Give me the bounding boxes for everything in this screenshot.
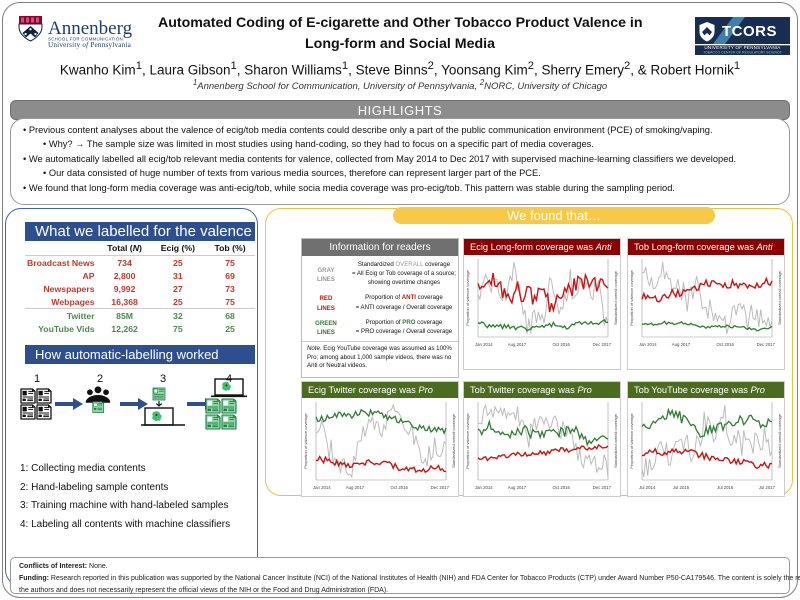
svg-text:TCORS: TCORS xyxy=(722,23,777,40)
svg-text:Jul 2016: Jul 2016 xyxy=(717,485,734,490)
svg-text:Oct 2016: Oct 2016 xyxy=(390,485,408,490)
svg-text:Dec 2017: Dec 2017 xyxy=(431,485,450,490)
svg-text:Proportion of valence coverage: Proportion of valence coverage xyxy=(465,413,470,469)
svg-text:Aug 2017: Aug 2017 xyxy=(346,485,365,490)
svg-text:2: 2 xyxy=(97,373,103,385)
svg-text:Standardized overall coverage: Standardized overall coverage xyxy=(777,413,782,468)
svg-text:Proportion of valence coverage: Proportion of valence coverage xyxy=(629,270,634,326)
svg-text:Standardized overall coverage: Standardized overall coverage xyxy=(613,270,618,325)
svg-text:Jan 2014: Jan 2014 xyxy=(475,342,493,347)
svg-text:Jan 2014: Jan 2014 xyxy=(639,342,657,347)
svg-text:Proportion of valence coverage: Proportion of valence coverage xyxy=(629,413,634,469)
svg-text:Jan 2014: Jan 2014 xyxy=(475,485,493,490)
svg-text:Dec 2017: Dec 2017 xyxy=(757,342,776,347)
svg-text:Proportion of valence coverage: Proportion of valence coverage xyxy=(303,413,308,469)
svg-text:Proportion of valence coverage: Proportion of valence coverage xyxy=(465,270,470,326)
svg-text:Standardized overall coverage: Standardized overall coverage xyxy=(451,413,456,468)
svg-text:Jul 2015: Jul 2015 xyxy=(673,485,690,490)
svg-text:Dec 2017: Dec 2017 xyxy=(593,485,612,490)
svg-text:Aug 2017: Aug 2017 xyxy=(508,342,527,347)
svg-text:Dec 2017: Dec 2017 xyxy=(593,342,612,347)
svg-text:Oct 2016: Oct 2016 xyxy=(716,342,734,347)
svg-text:Standardized overall coverage: Standardized overall coverage xyxy=(777,270,782,325)
svg-text:TOBACCO CENTER OF REGULATORY S: TOBACCO CENTER OF REGULATORY SCIENCE xyxy=(703,50,782,54)
svg-text:UNIVERSITY OF PENNSYLVANIA: UNIVERSITY OF PENNSYLVANIA xyxy=(704,45,781,50)
svg-text:University of Pennsylvania: University of Pennsylvania xyxy=(48,41,132,49)
svg-text:Aug 2017: Aug 2017 xyxy=(672,342,691,347)
svg-text:Jul 2017: Jul 2017 xyxy=(759,485,776,490)
svg-text:3: 3 xyxy=(160,373,166,385)
svg-text:Oct 2016: Oct 2016 xyxy=(552,485,570,490)
svg-text:Jul 2014: Jul 2014 xyxy=(639,485,656,490)
svg-text:Standardized overall coverage: Standardized overall coverage xyxy=(613,413,618,468)
svg-text:1: 1 xyxy=(34,373,40,385)
svg-text:Jan 2014: Jan 2014 xyxy=(313,485,331,490)
svg-text:Aug 2017: Aug 2017 xyxy=(508,485,527,490)
svg-text:Oct 2016: Oct 2016 xyxy=(552,342,570,347)
